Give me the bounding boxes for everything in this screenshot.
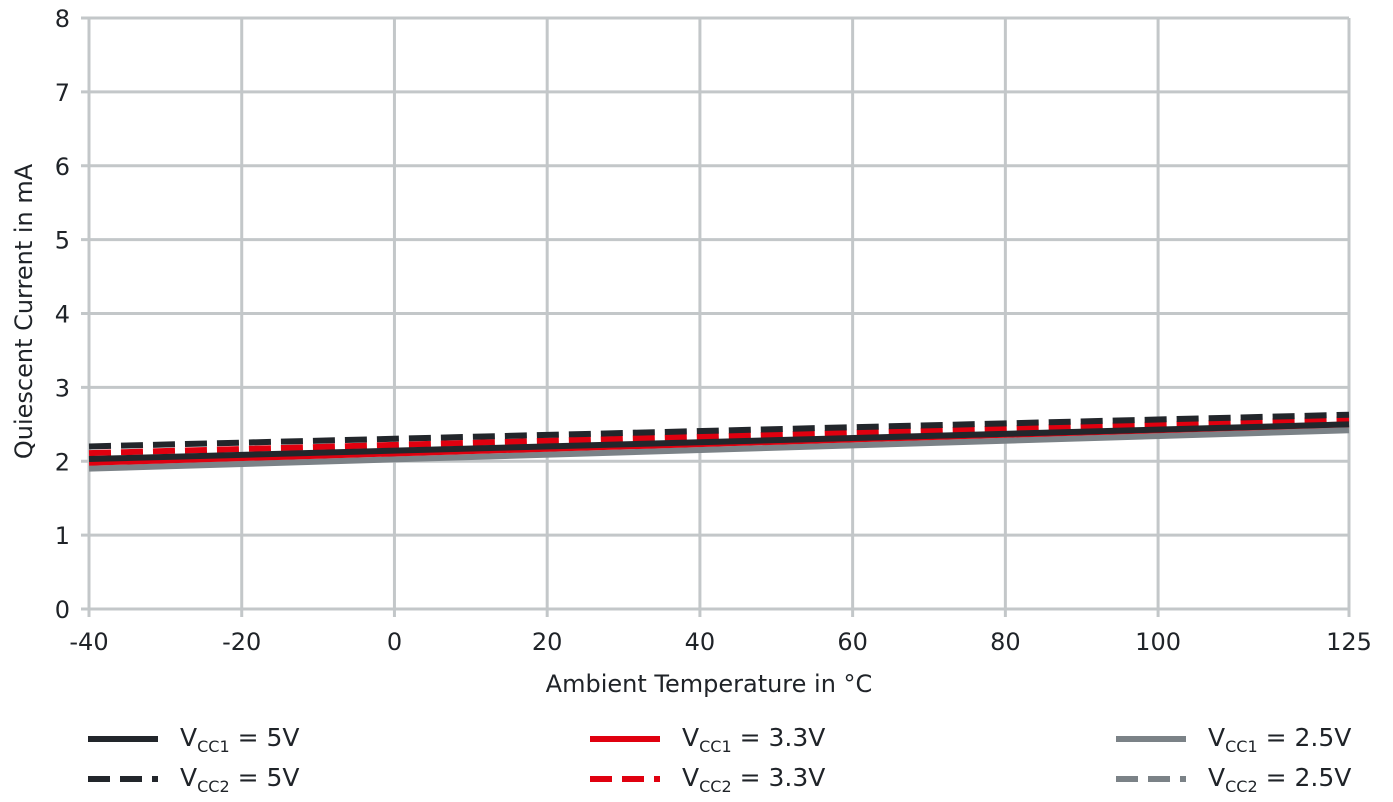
series-line [88, 411, 1350, 450]
y-tick-label: 5 [55, 227, 70, 255]
x-tick-label: 40 [685, 628, 716, 656]
legend: VCC1 = 5V VCC2 = 5V VCC1 = 3.3V VCC2 = 3… [0, 715, 1393, 802]
legend-swatch [590, 736, 660, 742]
x-tick-label: -20 [222, 628, 261, 656]
y-tick-label: 1 [55, 522, 70, 550]
x-tick-label: 100 [1135, 628, 1181, 656]
y-axis-label: Quiescent Current in mA [10, 163, 38, 459]
y-tick-label: 3 [55, 374, 70, 402]
legend-label: VCC1 = 3.3V [682, 722, 826, 756]
legend-item: VCC2 = 3.3V [590, 759, 825, 799]
series-line [88, 427, 1350, 472]
x-tick-label: 125 [1326, 628, 1372, 656]
x-tick-label: -40 [69, 628, 108, 656]
tick-labels: -40 -20 0 20 40 60 80 100 125 0 1 2 3 4 5 6 7 8 [55, 5, 1372, 656]
y-tick-label: 7 [55, 79, 70, 107]
x-tick-label: 20 [532, 628, 563, 656]
y-tick-label: 2 [55, 448, 70, 476]
x-axis-label: Ambient Temperature in °C [546, 670, 873, 698]
y-tick-label: 0 [55, 596, 70, 624]
chart: -40 -20 0 20 40 60 80 100 125 0 1 2 3 4 5 6 7 8 Ambient T… [10, 5, 1372, 698]
legend-swatch [88, 776, 158, 782]
legend-label: VCC2 = 5V [180, 762, 300, 796]
legend-item: VCC1 = 3.3V [590, 719, 825, 759]
legend-swatch [1116, 776, 1186, 782]
legend-item: VCC2 = 5V [88, 759, 300, 799]
series-line [88, 421, 1350, 463]
legend-label: VCC2 = 2.5V [1208, 762, 1352, 796]
legend-item: VCC1 = 5V [88, 719, 300, 759]
series-line [88, 416, 1350, 457]
y-tick-label: 6 [55, 153, 70, 181]
legend-label: VCC1 = 5V [180, 722, 300, 756]
legend-swatch [88, 736, 158, 742]
legend-swatch [1116, 736, 1186, 742]
y-tick-label: 8 [55, 5, 70, 33]
x-tick-label: 60 [837, 628, 868, 656]
legend-swatch [590, 776, 660, 782]
legend-item: VCC1 = 2.5V [1116, 719, 1351, 759]
x-tick-label: 0 [387, 628, 402, 656]
legend-label: VCC2 = 3.3V [682, 762, 826, 796]
legend-label: VCC1 = 2.5V [1208, 722, 1352, 756]
y-tick-label: 4 [55, 301, 70, 329]
grid [81, 16, 1351, 617]
series-lines [88, 411, 1350, 472]
legend-item: VCC2 = 2.5V [1116, 759, 1351, 799]
x-tick-label: 80 [990, 628, 1021, 656]
